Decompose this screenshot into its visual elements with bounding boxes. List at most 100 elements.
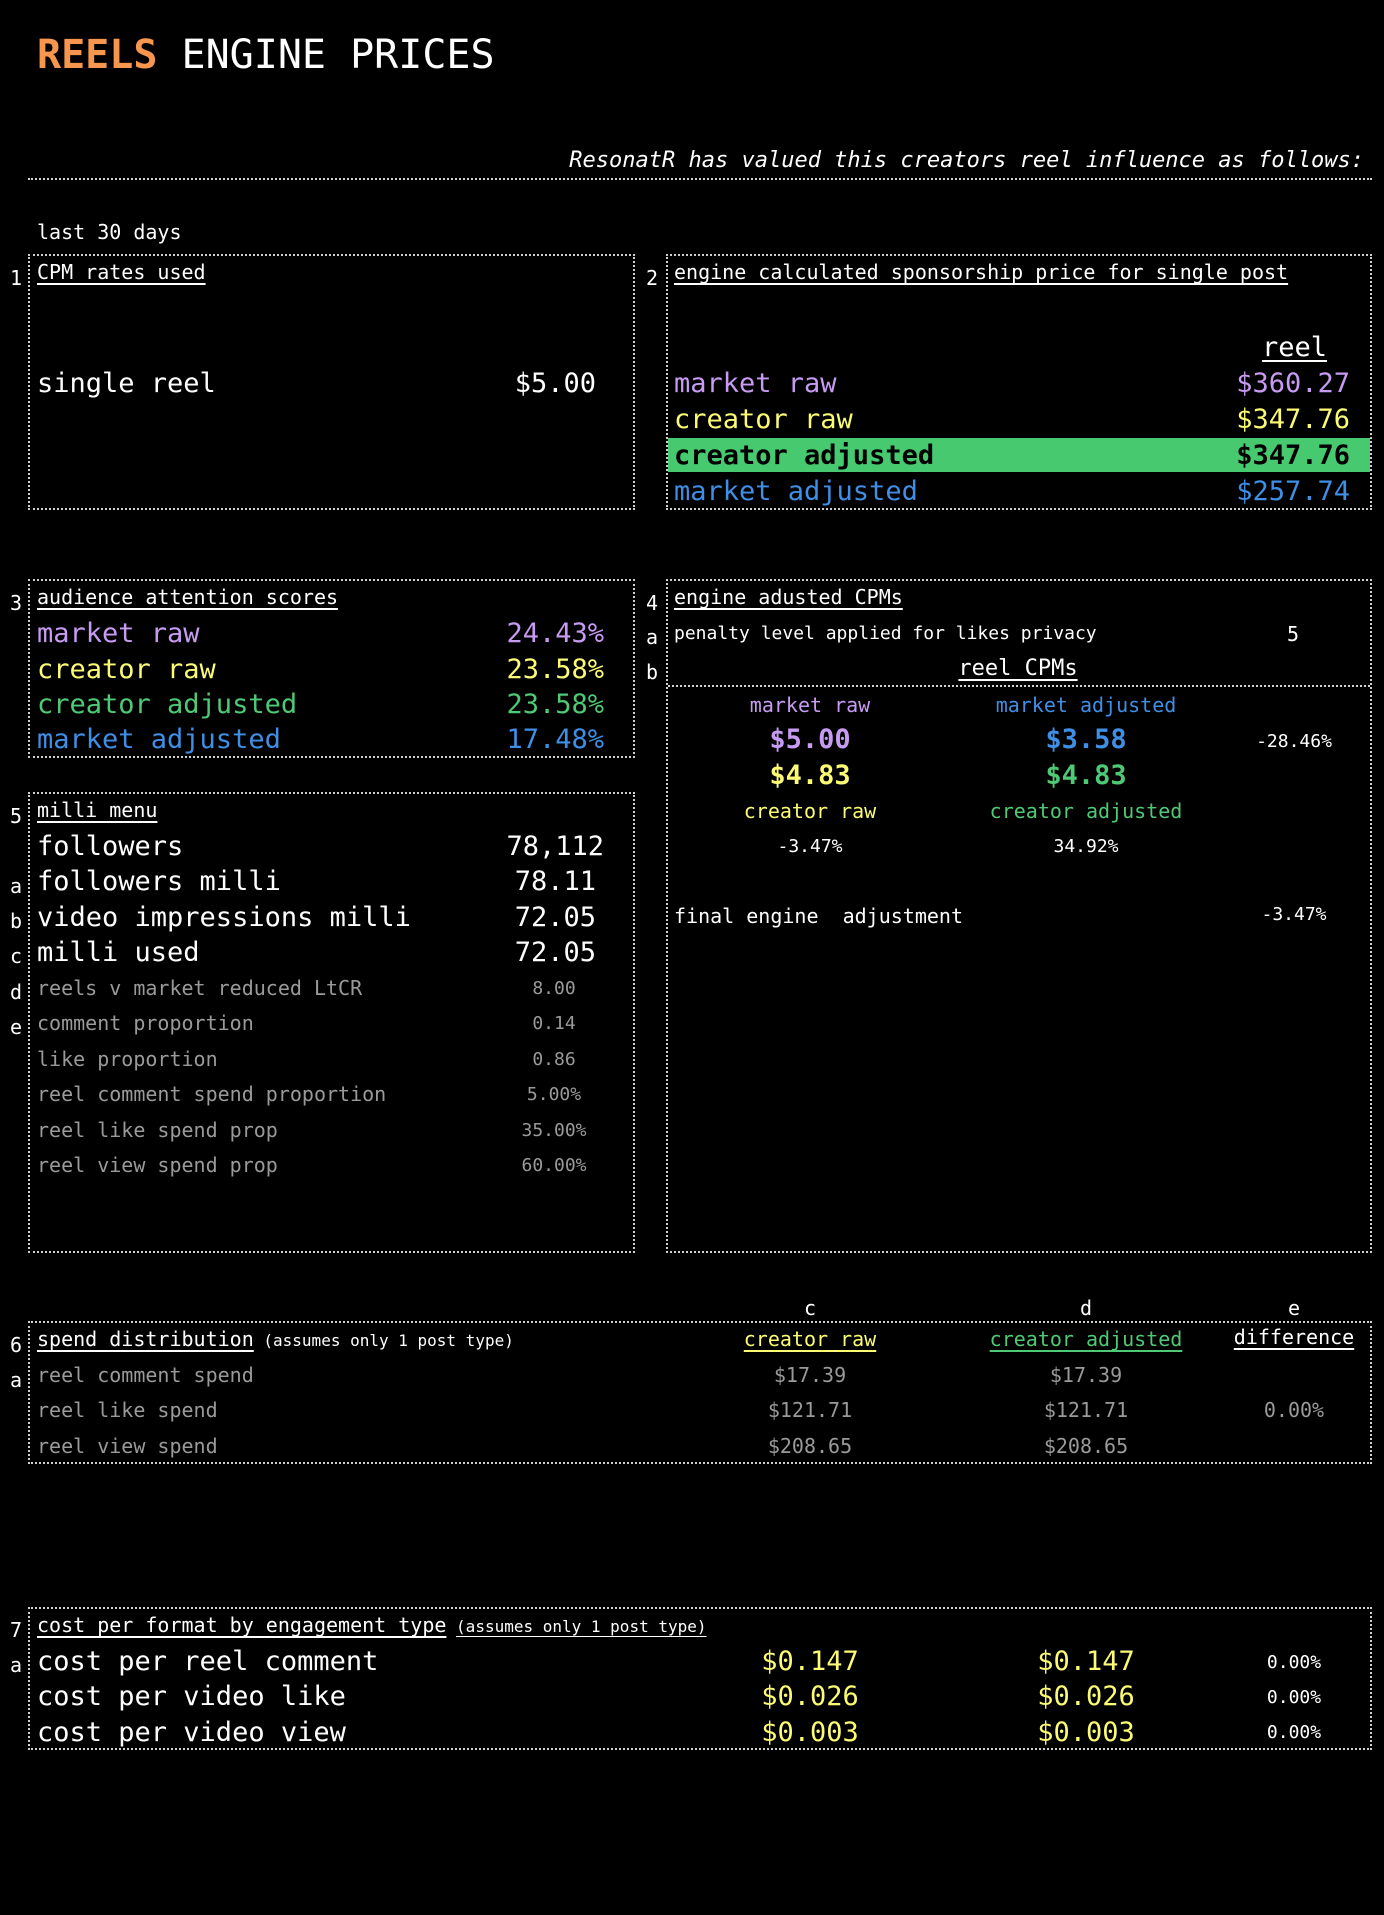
cpm-rates-title: CPM rates used: [37, 260, 206, 284]
adjusted-cpms-panel: [666, 579, 1372, 1253]
milli-value-ltcr: 8.00: [532, 978, 576, 999]
section-5-marker-e: e: [10, 1015, 23, 1039]
milli-label-video-impressions: video impressions milli: [37, 902, 411, 933]
intro-divider: [28, 178, 1372, 180]
section-number-2: 2: [646, 266, 659, 290]
spend-distribution-panel: [28, 1321, 1372, 1464]
milli-value-like-spend-prop: 35.00%: [521, 1120, 587, 1141]
cost-label-view: cost per video view: [37, 1717, 346, 1748]
section-5-marker-c: c: [10, 944, 23, 968]
spend-raw-like: $121.71: [767, 1398, 853, 1422]
creator-adjusted-highlight: [668, 438, 1370, 472]
section-4-marker-a: a: [646, 625, 659, 649]
price-value-creator-adjusted: $347.76: [1236, 440, 1350, 471]
period-label: last 30 days: [37, 220, 182, 244]
cost-diff-like: 0.00%: [1266, 1687, 1322, 1708]
penalty-value: 5: [1287, 622, 1300, 646]
reel-cpms-divider: [668, 685, 1370, 687]
section-7-marker-a: a: [10, 1653, 23, 1677]
header-creator-adjusted: creator adjusted: [989, 1327, 1183, 1351]
cost-label-like: cost per video like: [37, 1681, 346, 1712]
cost-raw-view: $0.003: [761, 1717, 859, 1748]
section-4-marker-b: b: [646, 660, 659, 684]
section-5-marker-d: d: [10, 980, 23, 1004]
sponsorship-price-panel: [666, 254, 1372, 510]
cpm-market-adjusted-value: $3.58: [1045, 724, 1127, 755]
milli-value-followers-milli: 78.11: [514, 866, 596, 897]
adjusted-cpms-title: engine adusted CPMs: [674, 585, 903, 609]
attention-scores-panel: [28, 579, 635, 758]
milli-value-followers: 78,112: [506, 831, 604, 862]
attention-value-market-raw: 24.43%: [506, 618, 604, 649]
price-value-market-raw: $360.27: [1236, 368, 1350, 399]
title-rest: ENGINE PRICES: [157, 32, 495, 78]
cpm-raw-diff: -3.47%: [777, 836, 843, 857]
cost-adj-like: $0.026: [1037, 1681, 1135, 1712]
cost-per-format-panel: [28, 1607, 1372, 1750]
section-number-7: 7: [10, 1618, 23, 1642]
cpm-rates-panel: [28, 254, 635, 510]
attention-value-creator-adjusted: 23.58%: [506, 689, 604, 720]
single-reel-label: single reel: [37, 368, 216, 399]
spend-raw-comment: $17.39: [773, 1363, 847, 1387]
cost-label-comment: cost per reel comment: [37, 1646, 379, 1677]
cpm-creator-adjusted-value: $4.83: [1045, 760, 1127, 791]
attention-label-market-raw: market raw: [37, 618, 200, 649]
cpm-creator-adjusted-label: creator adjusted: [989, 799, 1183, 823]
attention-value-market-adjusted: 17.48%: [506, 724, 604, 755]
cpm-market-raw-value: $5.00: [769, 724, 851, 755]
milli-value-like-proportion: 0.86: [532, 1049, 576, 1070]
section-5-marker-a: a: [10, 874, 23, 898]
intro-text: ResonatR has valued this creators reel i…: [569, 148, 1364, 173]
milli-label-comment-proportion: comment proportion: [37, 1011, 254, 1035]
spend-diff-like: 0.00%: [1263, 1398, 1325, 1422]
spend-adj-view: $208.65: [1043, 1434, 1129, 1458]
spend-label-comment: reel comment spend: [37, 1363, 254, 1387]
cost-adj-view: $0.003: [1037, 1717, 1135, 1748]
final-adjustment-label: final engine adjustment: [674, 904, 963, 928]
cost-diff-comment: 0.00%: [1266, 1652, 1322, 1673]
price-label-creator-raw: creator raw: [674, 404, 853, 435]
column-letter-d: d: [1079, 1296, 1093, 1320]
cpm-market-raw-label: market raw: [749, 693, 871, 717]
milli-menu-panel: [28, 792, 635, 1253]
milli-label-like-spend-prop: reel like spend prop: [37, 1118, 278, 1142]
section-5-marker-b: b: [10, 909, 23, 933]
spend-distribution-title: spend distribution: [37, 1327, 254, 1351]
cost-per-format-title: cost per format by engagement type: [37, 1613, 447, 1637]
cost-diff-view: 0.00%: [1266, 1722, 1322, 1743]
attention-label-creator-adjusted: creator adjusted: [37, 689, 298, 720]
spend-label-view: reel view spend: [37, 1434, 218, 1458]
cpm-market-adjusted-label: market adjusted: [995, 693, 1177, 717]
section-number-6: 6: [10, 1333, 23, 1357]
milli-label-followers-milli: followers milli: [37, 866, 281, 897]
single-reel-value: $5.00: [514, 368, 596, 399]
milli-label-milli-used: milli used: [37, 937, 200, 968]
reel-cpms-heading: reel CPMs: [958, 656, 1078, 681]
cost-per-format-note: (assumes only 1 post type): [456, 1617, 707, 1636]
section-number-3: 3: [10, 591, 23, 615]
attention-value-creator-raw: 23.58%: [506, 654, 604, 685]
price-label-market-raw: market raw: [674, 368, 837, 399]
milli-label-view-spend-prop: reel view spend prop: [37, 1153, 278, 1177]
section-number-4: 4: [646, 591, 659, 615]
cpm-creator-raw-value: $4.83: [769, 760, 851, 791]
spend-distribution-note: (assumes only 1 post type): [263, 1331, 514, 1350]
milli-value-video-impressions: 72.05: [514, 902, 596, 933]
page-title: REELS ENGINE PRICES: [37, 30, 495, 80]
price-value-market-adjusted: $257.74: [1236, 476, 1350, 507]
milli-label-followers: followers: [37, 831, 184, 862]
spend-distribution-heading: spend distribution (assumes only 1 post …: [37, 1327, 514, 1351]
section-6-marker-a: a: [10, 1368, 23, 1392]
attention-scores-title: audience attention scores: [37, 585, 339, 609]
header-creator-raw: creator raw: [743, 1327, 877, 1351]
milli-menu-title: milli menu: [37, 798, 158, 822]
cpm-creator-raw-label: creator raw: [743, 799, 877, 823]
milli-value-comment-spend-proportion: 5.00%: [526, 1084, 582, 1105]
attention-label-market-adjusted: market adjusted: [37, 724, 281, 755]
column-letter-e: e: [1287, 1296, 1301, 1320]
final-adjustment-value: -3.47%: [1261, 904, 1327, 925]
column-letter-c: c: [803, 1296, 817, 1320]
section-number-5: 5: [10, 804, 23, 828]
price-value-creator-raw: $347.76: [1236, 404, 1350, 435]
